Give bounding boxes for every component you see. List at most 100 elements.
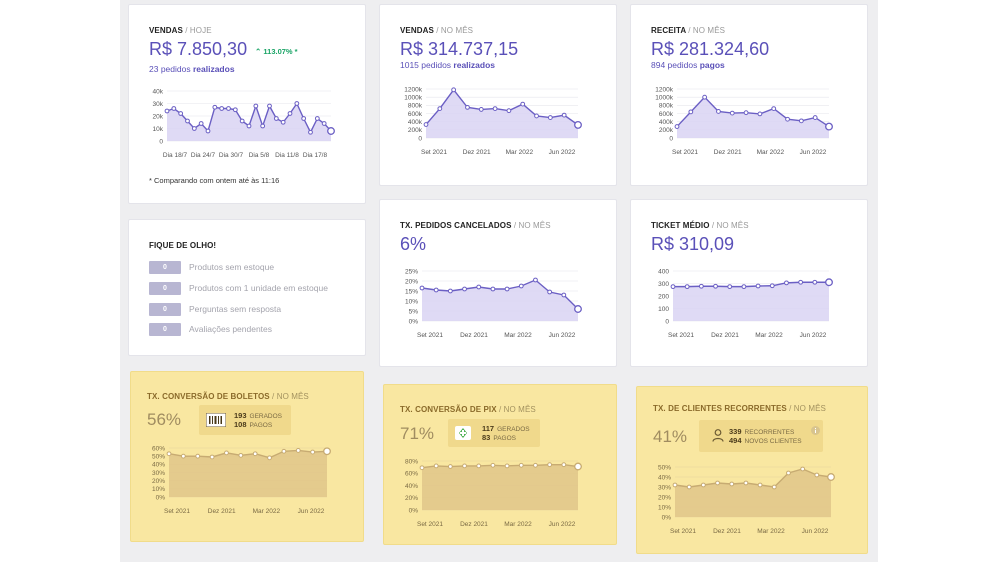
y-tick-label: 40%	[152, 462, 165, 469]
new-clients-line: 494 NOVOS CLIENTES	[729, 436, 802, 445]
period-text: / NO MÊS	[688, 26, 726, 35]
data-point	[547, 115, 553, 120]
data-point	[716, 109, 721, 114]
series-area	[675, 469, 831, 517]
y-tick-label: 200	[658, 293, 669, 300]
x-tick-label: Jun 2022	[298, 508, 325, 515]
y-tick-label: 10%	[658, 504, 671, 511]
x-tick-label: Set 2021	[421, 149, 447, 156]
data-point	[419, 285, 425, 291]
cancel-rate-chart: 25% 20% 15% 10% 5% 0% Set 2021 Dez 2021 Mar 2022…	[405, 268, 582, 339]
x-tick-label: Jun 2022	[802, 528, 829, 535]
y-tick-label: 0	[418, 135, 422, 142]
x-tick-label: Jun 2022	[800, 332, 827, 339]
x-tick-label: Set 2021	[670, 528, 696, 535]
data-point	[419, 465, 425, 471]
card-pix: TX. CONVERSÃO DE PIX / NO MÊS 71% 117 GER…	[383, 384, 617, 545]
orders-summary: 1015 pedidos realizados	[400, 60, 495, 70]
data-point	[674, 124, 680, 129]
data-point	[465, 104, 470, 110]
watch-item-single-unit[interactable]: 0 Produtos com 1 unidade em estoque	[149, 281, 328, 295]
orders-count: 23 pedidos	[149, 64, 191, 74]
y-tick-label: 20k	[153, 113, 164, 120]
period-text: / NO MÊS	[513, 221, 551, 230]
series-area	[169, 450, 327, 497]
card-title: TICKET MÉDIO / NO MÊS	[651, 221, 749, 230]
data-point	[267, 455, 272, 461]
pix-icon	[455, 426, 471, 440]
trend-value: 113.07% *	[263, 47, 298, 56]
info-icon[interactable]	[811, 426, 820, 435]
sales-today-value: R$ 7.850,30	[149, 39, 248, 59]
watch-item-out-of-stock[interactable]: 0 Produtos sem estoque	[149, 260, 274, 274]
x-tick-label: Mar 2022	[755, 332, 783, 339]
card-title: TX. DE CLIENTES RECORRENTES / NO MÊS	[653, 404, 826, 413]
x-tick-label: Dia 5/8	[249, 152, 270, 159]
data-point	[814, 472, 820, 478]
card-ticket: TICKET MÉDIO / NO MÊS R$ 310,09 400 300 20…	[630, 199, 868, 367]
data-point	[574, 462, 582, 471]
data-point	[238, 452, 244, 458]
data-point	[729, 481, 735, 487]
card-boletos: TX. CONVERSÃO DE BOLETOS / NO MÊS 56% 19…	[130, 371, 364, 542]
average-ticket-chart: 400 300 200 100 0 Set 2021 Dez 2021 Mar 2022 Jun…	[658, 268, 833, 339]
data-point	[492, 106, 498, 111]
data-point	[476, 463, 482, 469]
data-point	[800, 466, 806, 472]
y-tick-label: 40%	[405, 483, 418, 490]
title-text: RECEITA	[651, 26, 686, 35]
card-title: VENDAS / HOJE	[149, 26, 212, 35]
data-point	[239, 118, 245, 124]
y-tick-label: 1200k	[404, 86, 422, 93]
count-badge: 0	[149, 260, 181, 274]
x-tick-label: Mar 2022	[253, 508, 281, 515]
data-point	[506, 108, 512, 114]
trend-indicator: ⌃ 113.07% *	[255, 47, 298, 56]
data-point	[433, 463, 439, 469]
data-point	[451, 87, 457, 93]
y-tick-label: 400k	[659, 119, 674, 126]
paid-line: 108 PAGOS	[234, 420, 272, 429]
data-point	[561, 292, 567, 298]
data-point	[727, 284, 733, 290]
data-point	[219, 106, 225, 111]
data-point	[757, 111, 763, 117]
title-text: TICKET MÉDIO	[651, 221, 710, 230]
data-point	[166, 451, 172, 457]
title-text: TX. PEDIDOS CANCELADOS	[400, 221, 512, 230]
watch-item-unanswered-questions[interactable]: 0 Perguntas sem resposta	[149, 302, 281, 316]
y-tick-label: 20%	[658, 494, 671, 501]
boleto-conversion-value: 56%	[147, 410, 182, 429]
data-point	[534, 113, 539, 119]
card-title: RECEITA / NO MÊS	[651, 26, 725, 35]
data-point	[547, 289, 553, 295]
data-point	[490, 462, 496, 468]
y-tick-label: 800k	[408, 103, 423, 110]
data-point	[260, 123, 266, 129]
data-point	[295, 448, 301, 453]
data-point	[273, 116, 279, 121]
y-tick-label: 200k	[659, 127, 674, 134]
y-tick-label: 60%	[405, 471, 418, 478]
y-tick-label: 20%	[405, 495, 418, 502]
y-tick-label: 1000k	[404, 94, 422, 101]
data-point	[784, 280, 789, 286]
card-title: TX. CONVERSÃO DE BOLETOS / NO MÊS	[147, 392, 309, 401]
series-area	[422, 464, 578, 510]
watch-item-pending-reviews[interactable]: 0 Avaliações pendentes	[149, 322, 272, 336]
count-badge: 0	[149, 302, 181, 316]
data-point	[715, 480, 720, 486]
x-tick-label: Dez 2021	[208, 508, 236, 515]
comparison-note: * Comparando com ontem até às 11:16	[149, 176, 280, 185]
data-point	[670, 284, 676, 290]
data-point	[672, 482, 678, 488]
card-cancelados: TX. PEDIDOS CANCELADOS / NO MÊS 6% 25% 20…	[379, 199, 617, 367]
y-tick-label: 0%	[409, 318, 419, 325]
data-point	[224, 450, 229, 456]
data-point	[702, 94, 708, 100]
new-clients-label: NOVOS CLIENTES	[744, 438, 802, 445]
card-vendas-hoje: VENDAS / HOJE R$ 7.850,30 ⌃ 113.07% * 23…	[128, 4, 366, 204]
x-tick-label: Dez 2021	[463, 149, 491, 156]
card-receita-mes: RECEITA / NO MÊS R$ 281.324,60 894 pedid…	[630, 4, 868, 186]
count-badge: 0	[149, 281, 181, 295]
